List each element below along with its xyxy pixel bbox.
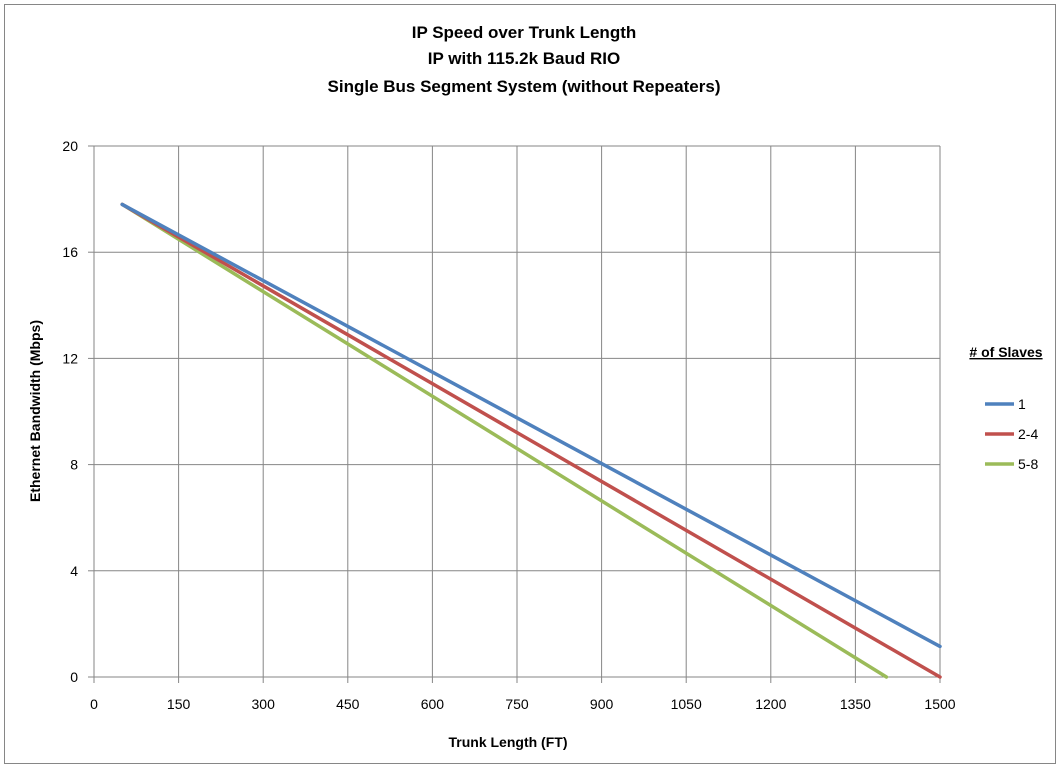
series-line-1 bbox=[120, 202, 942, 649]
chart-title-line-1: IP Speed over Trunk Length bbox=[412, 23, 637, 42]
chart-frame bbox=[4, 4, 1056, 764]
y-tick-label: 4 bbox=[70, 563, 78, 579]
y-tick-label: 16 bbox=[62, 244, 78, 260]
y-axis-title: Ethernet Bandwidth (Mbps) bbox=[27, 320, 43, 502]
legend: # of Slaves 1 2-4 5-8 bbox=[969, 344, 1042, 472]
x-tick-label: 900 bbox=[590, 696, 614, 712]
x-tick-label: 750 bbox=[505, 696, 529, 712]
x-tick-label: 1500 bbox=[924, 696, 955, 712]
y-tick-label: 8 bbox=[70, 457, 78, 473]
y-tick-label: 20 bbox=[62, 138, 78, 154]
x-tick-label: 0 bbox=[90, 696, 98, 712]
series-line-2-4 bbox=[120, 202, 942, 679]
axes: Trunk Length (FT) Ethernet Bandwidth (Mb… bbox=[27, 138, 956, 750]
series bbox=[120, 202, 942, 679]
legend-title: # of Slaves bbox=[969, 344, 1042, 360]
legend-label-1: 1 bbox=[1018, 396, 1026, 412]
chart-title: IP Speed over Trunk Length IP with 115.2… bbox=[328, 23, 721, 96]
x-tick-label: 1350 bbox=[840, 696, 871, 712]
x-tick-label: 1200 bbox=[755, 696, 786, 712]
legend-label-2-4: 2-4 bbox=[1018, 426, 1038, 442]
grid bbox=[94, 145, 941, 678]
x-tick-label: 300 bbox=[252, 696, 276, 712]
x-axis-title: Trunk Length (FT) bbox=[449, 734, 568, 750]
legend-label-5-8: 5-8 bbox=[1018, 456, 1038, 472]
chart-title-line-2: IP with 115.2k Baud RIO bbox=[428, 49, 620, 68]
y-tick-label: 0 bbox=[70, 669, 78, 685]
series-line-5-8 bbox=[120, 202, 889, 679]
y-tick-label: 12 bbox=[62, 350, 78, 366]
chart-title-line-3: Single Bus Segment System (without Repea… bbox=[328, 77, 721, 96]
x-tick-label: 450 bbox=[336, 696, 360, 712]
x-tick-label: 1050 bbox=[671, 696, 702, 712]
x-tick-label: 150 bbox=[167, 696, 191, 712]
x-tick-label: 600 bbox=[421, 696, 445, 712]
